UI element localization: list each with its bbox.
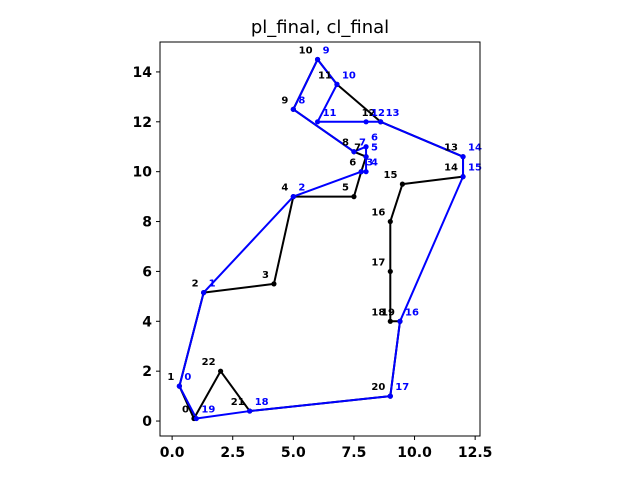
series-1-point-label-15: 15: [468, 163, 482, 174]
series-0-point-17: [387, 268, 393, 275]
x-tick-label-4: 10.0: [397, 445, 432, 461]
series-0-point-label-15: 15: [384, 170, 398, 181]
series-1-point-13: [378, 119, 384, 125]
series-1-point-17: [387, 393, 393, 399]
series-0-point-label-16: 16: [371, 208, 385, 219]
series-0-point-label-12: 12: [362, 108, 376, 119]
series-1-point-label-12: 12: [371, 108, 385, 119]
series-1-point-label-7: 7: [359, 138, 366, 149]
series-1-point-label-11: 11: [323, 108, 337, 119]
series-0-point-label-21: 21: [231, 397, 245, 408]
plot-lines: [178, 58, 465, 420]
series-0-point-label-7: 7: [354, 143, 361, 154]
series-1-point-12: [363, 119, 369, 125]
series-0-point-label-5: 5: [342, 183, 349, 194]
y-tick-label-4: 8: [142, 215, 152, 231]
series-1-point-label-6: 6: [371, 133, 378, 144]
series-0-point-15: [399, 181, 406, 187]
y-tick-label-5: 10: [133, 165, 153, 181]
series-1-point-label-19: 19: [201, 405, 215, 416]
series-1-line: [178, 58, 465, 420]
y-tick-label-6: 12: [133, 115, 152, 131]
series-0-point-label-19: 19: [381, 307, 395, 318]
plot-points: [176, 56, 466, 422]
series-0-point-label-14: 14: [444, 163, 458, 174]
series-0-point-label-11: 11: [318, 70, 332, 81]
series-0-point-label-1: 1: [167, 372, 174, 383]
series-0-point-label-2: 2: [192, 279, 199, 290]
series-1-point-10: [334, 81, 340, 87]
series-1-point-label-0: 0: [184, 372, 191, 383]
series-1-point-9: [314, 56, 321, 63]
series-1-point-label-9: 9: [323, 45, 330, 56]
series-1-point-0: [176, 383, 182, 389]
series-0-point-label-22: 22: [202, 357, 216, 368]
series-0-point-label-13: 13: [444, 143, 458, 154]
x-tick-label-3: 7.5: [342, 445, 367, 461]
series-0-point-label-8: 8: [342, 138, 349, 149]
x-axis-ticks: 0.0 2.5 5.0 7.5 10.0 12.5: [160, 436, 493, 461]
axes-frame: [159, 41, 481, 437]
series-0-point-label-6: 6: [349, 158, 356, 169]
series-1-point-6: [363, 144, 369, 150]
series-1-point-label-5: 5: [371, 143, 378, 154]
series-1-point-label-13: 13: [386, 108, 400, 119]
series-1-point-19: [193, 415, 199, 422]
series-0-point-3: [271, 281, 277, 287]
series-1-point-label-17: 17: [395, 382, 409, 393]
series-1-point-1: [201, 290, 207, 296]
series-1-point-3: [358, 169, 364, 175]
y-axis-ticks: 0 2 4 6 8 10 12 14: [133, 65, 160, 430]
series-0-point-5: [351, 194, 357, 200]
series-1-point-15: [460, 174, 466, 180]
series-1-point-label-3: 3: [366, 158, 373, 169]
series-0-point-18: [387, 318, 393, 324]
series-1-point-label-1: 1: [209, 279, 216, 290]
series-1-point-label-4: 4: [371, 158, 378, 169]
series-0-point-label-3: 3: [262, 270, 269, 281]
x-tick-label-5: 12.5: [458, 445, 493, 461]
series-1-point-label-18: 18: [255, 397, 269, 408]
series-1-point-label-2: 2: [298, 183, 305, 194]
series-0-point-16: [387, 218, 393, 225]
y-tick-label-2: 4: [142, 314, 152, 330]
series-1-point-label-16: 16: [405, 307, 419, 318]
series-1-point-label-8: 8: [298, 95, 305, 106]
series-0-point-label-4: 4: [281, 183, 288, 194]
x-tick-label-1: 2.5: [220, 445, 245, 461]
series-0-point-label-18: 18: [371, 307, 385, 318]
series-1-point-label-14: 14: [468, 143, 482, 154]
y-tick-label-3: 6: [142, 264, 152, 280]
series-1-point-11: [314, 119, 321, 125]
series-1-point-4: [363, 169, 369, 175]
y-tick-label-0: 0: [142, 414, 152, 430]
series-0-point-22: [218, 368, 224, 374]
series-0-point-label-20: 20: [371, 382, 385, 393]
series-1-point-5: [363, 154, 369, 160]
series-1-point-8: [290, 106, 296, 112]
series-1-point-7: [351, 149, 357, 155]
chart-title: pl_final, cl_final: [251, 17, 389, 38]
series-1-point-2: [290, 194, 296, 200]
series-1-point-14: [460, 154, 466, 160]
series-0-point-label-10: 10: [299, 45, 313, 56]
series-1-point-label-10: 10: [342, 70, 356, 81]
x-tick-label-0: 0.0: [160, 445, 185, 461]
series-0-point-label-0: 0: [182, 405, 189, 416]
y-tick-label-7: 14: [133, 65, 153, 81]
series-0-point-label-9: 9: [281, 95, 288, 106]
y-tick-label-1: 2: [142, 364, 152, 380]
series-1-point-18: [247, 408, 253, 414]
series-0-point-label-17: 17: [371, 257, 385, 268]
series-1-point-16: [397, 318, 403, 324]
x-tick-label-2: 5.0: [281, 445, 306, 461]
